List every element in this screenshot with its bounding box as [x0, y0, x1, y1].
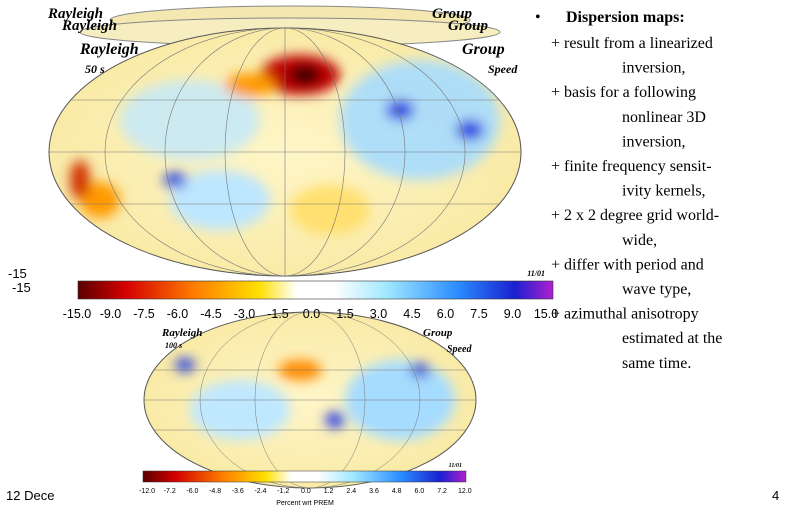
colorbar-tick: 6.0 — [415, 488, 425, 495]
item-continuation: estimated at the — [622, 330, 722, 347]
colorbar-tick: 0.0 — [303, 307, 320, 321]
colorbar-tick: 3.6 — [369, 488, 379, 495]
fragment: -15 — [12, 280, 31, 295]
map-label: Rayleigh — [161, 327, 202, 339]
colorbar-tick: -3.6 — [232, 488, 244, 495]
axis-label: Percent wrt PREM — [276, 500, 334, 507]
colorbar-tick: 2.4 — [346, 488, 356, 495]
colorbar-tick: 7.2 — [437, 488, 447, 495]
item-continuation: inversion, — [622, 133, 686, 150]
item: + 2 x 2 degree grid world- — [551, 207, 719, 224]
colorbar-tick: 1.2 — [324, 488, 334, 495]
item: + result from a linearized — [551, 35, 713, 52]
map-50s — [40, 28, 553, 299]
map-label: Group — [423, 327, 453, 339]
colorbar-tick: -12.0 — [139, 488, 155, 495]
item: + azimuthal anisotropy — [551, 306, 699, 323]
heading: Dispersion maps: — [566, 9, 685, 26]
colorbar-tick: -6.0 — [167, 307, 189, 321]
ghost-label: Group — [448, 18, 489, 34]
colorbar-tick: 6.0 — [437, 307, 454, 321]
colorbar-tick: 4.5 — [403, 307, 420, 321]
colorbar-tick: -15.0 — [63, 307, 92, 321]
colorbar-tick: -4.8 — [209, 488, 221, 495]
colorbar-tick: 3.0 — [370, 307, 387, 321]
map-date: 11/01 — [527, 269, 545, 278]
map-label: Speed — [488, 62, 518, 76]
item: + basis for a following — [551, 84, 696, 101]
colorbar-tick: -7.5 — [133, 307, 155, 321]
item-continuation: inversion, — [622, 60, 686, 77]
map-label: 50 s — [85, 62, 105, 76]
colorbar-tick: 4.8 — [392, 488, 402, 495]
page-number: 4 — [772, 488, 779, 503]
colorbar-tick: 9.0 — [504, 307, 521, 321]
ghost-label: Rayleigh — [61, 18, 117, 34]
colorbar-tick: 1.5 — [336, 307, 353, 321]
colorbar-tick: -3.0 — [234, 307, 256, 321]
item-continuation: same time. — [622, 355, 691, 372]
colorbar-tick: 0.0 — [301, 488, 311, 495]
item-continuation: wave type, — [622, 281, 691, 298]
colorbar-tick: 7.5 — [470, 307, 487, 321]
item-continuation: wide, — [622, 232, 657, 249]
bullet: • — [535, 9, 541, 26]
item: + finite frequency sensit- — [551, 158, 712, 175]
colorbar-tick: -7.2 — [164, 488, 176, 495]
map-label: Group — [462, 41, 505, 58]
colorbar-tick: -1.5 — [267, 307, 289, 321]
colorbar-tick: -2.4 — [254, 488, 266, 495]
colorbar-tick: -1.2 — [277, 488, 289, 495]
map-label: 100 s — [165, 341, 182, 350]
fragment: -15 — [8, 266, 27, 281]
map-date: 11/01 — [449, 463, 462, 469]
colorbar-tick: -4.5 — [200, 307, 222, 321]
colorbar-tick: 12.0 — [458, 488, 472, 495]
map-label: Speed — [447, 344, 472, 355]
slide: Rayleigh Rayleigh Group Group -15-15 Rayleigh… — [0, 0, 785, 513]
colorbar-tick: -6.0 — [186, 488, 198, 495]
item-continuation: ivity kernels, — [622, 183, 706, 200]
footer: 12 Dece — [6, 488, 54, 503]
colorbar-tick: -9.0 — [100, 307, 122, 321]
item-continuation: nonlinear 3D — [622, 109, 706, 126]
map-label: Rayleigh — [79, 41, 139, 58]
item: + differ with period and — [551, 256, 704, 273]
